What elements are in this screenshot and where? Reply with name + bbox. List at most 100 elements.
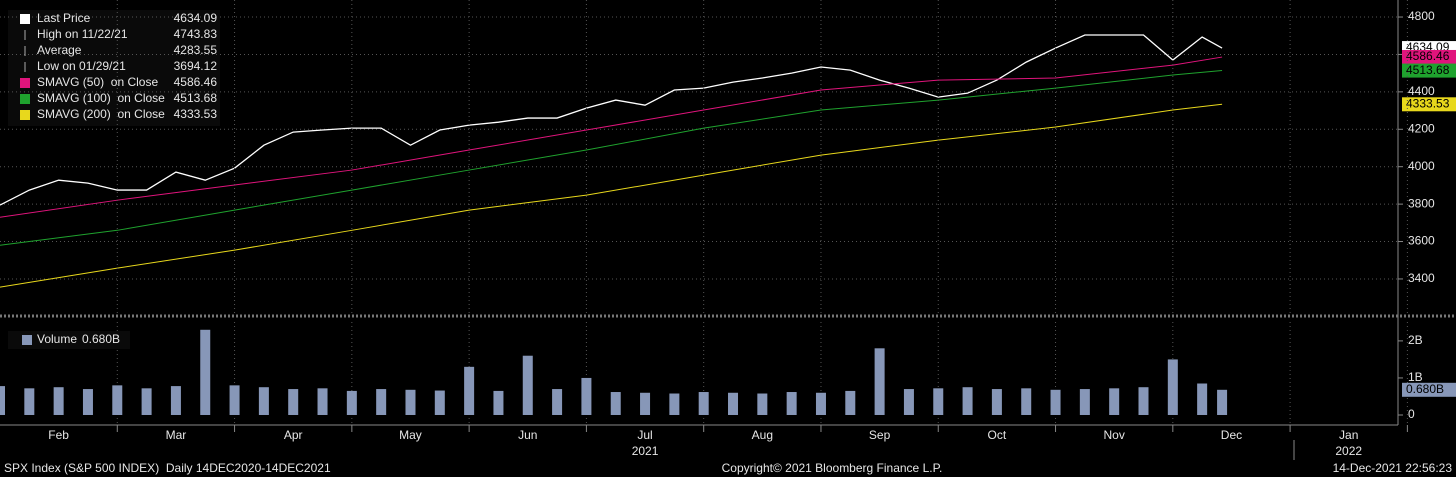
legend-value: 0.680B	[82, 332, 120, 346]
volume-bar	[903, 389, 914, 415]
legend-value: 4586.46	[174, 75, 218, 89]
volume-bar	[522, 355, 533, 415]
volume-bar	[933, 388, 944, 415]
legend-label: Last Price	[37, 11, 91, 25]
volume-bar	[757, 393, 768, 415]
volume-bar	[815, 392, 826, 415]
volume-bar	[376, 389, 387, 415]
year-label: 2022	[1335, 444, 1362, 458]
volume-bar	[53, 387, 64, 415]
volume-bar	[258, 387, 269, 415]
value-tag	[1402, 97, 1456, 112]
volume-bar	[24, 388, 35, 415]
legend-label: Volume	[37, 332, 77, 346]
volume-bar	[434, 390, 445, 415]
volume-bar	[112, 385, 123, 415]
volume-bar	[200, 329, 211, 415]
value-tag-label: 0.680B	[1406, 382, 1444, 396]
y-tick-label: 4800	[1408, 9, 1435, 23]
volume-bar	[464, 366, 475, 415]
volume-bar	[728, 392, 739, 415]
volume-bar	[1021, 388, 1032, 415]
series-line	[0, 70, 1223, 246]
legend-value: 4743.83	[174, 27, 218, 41]
legend-label: SMAVG (200) on Close	[37, 107, 165, 121]
legend-label: SMAVG (50) on Close	[37, 75, 158, 89]
legend-label: High on 11/22/21	[37, 27, 128, 41]
volume-bar	[1197, 383, 1208, 415]
legend-label: SMAVG (100) on Close	[37, 91, 165, 105]
footer-center: Copyright© 2021 Bloomberg Finance L.P.	[722, 461, 943, 475]
x-tick-label: Jul	[637, 428, 652, 442]
x-tick-label: Feb	[48, 428, 69, 442]
value-tag-label: 4513.68	[1406, 63, 1450, 77]
y-tick-label: 3400	[1408, 271, 1435, 285]
footer-left: SPX Index (S&P 500 INDEX) Daily 14DEC202…	[4, 461, 331, 475]
volume-bar	[1167, 359, 1178, 415]
x-tick-label: Oct	[988, 428, 1007, 442]
volume-bar	[1217, 389, 1228, 415]
x-tick-label: Dec	[1221, 428, 1242, 442]
legend-swatch	[22, 335, 32, 345]
volume-bar	[170, 386, 181, 415]
y-tick-label: 1B	[1408, 370, 1423, 384]
volume-bar	[82, 389, 93, 415]
legend-value: 4333.53	[174, 107, 218, 121]
x-tick-label: Aug	[752, 428, 773, 442]
volume-bar	[0, 386, 5, 415]
x-tick-label: Nov	[1104, 428, 1125, 442]
value-tag-label: 4333.53	[1406, 96, 1450, 110]
x-tick-label: Sep	[869, 428, 891, 442]
x-tick-label: Jun	[518, 428, 537, 442]
volume-bar	[405, 389, 416, 415]
x-tick-label: Jan	[1339, 428, 1358, 442]
legend-swatch	[20, 94, 30, 104]
volume-bar	[317, 388, 328, 415]
legend-value: 4634.09	[174, 11, 218, 25]
year-label: 2021	[632, 444, 659, 458]
volume-bar	[1079, 389, 1090, 415]
volume-bar	[1050, 389, 1061, 415]
legend-value: 3694.12	[174, 59, 218, 73]
y-tick-label: 4000	[1408, 159, 1435, 173]
y-tick-label: 3800	[1408, 196, 1435, 210]
y-tick-label: 4200	[1408, 121, 1435, 135]
volume-bar	[1109, 388, 1120, 415]
legend-value: 4283.55	[174, 43, 218, 57]
volume-bar	[845, 390, 856, 415]
legend-box	[8, 331, 130, 349]
series-line	[0, 103, 1223, 288]
legend-box	[8, 10, 220, 126]
series-line	[0, 56, 1223, 218]
y-tick-label: 3600	[1408, 234, 1435, 248]
volume-bar	[493, 390, 504, 415]
y-tick-label: 0	[1408, 407, 1415, 421]
volume-bar	[288, 389, 299, 415]
legend-label: Low on 01/29/21	[37, 59, 126, 73]
volume-bar	[141, 388, 152, 415]
legend-swatch	[20, 14, 30, 24]
legend-value: 4513.68	[174, 91, 218, 105]
value-tag	[1402, 382, 1456, 397]
volume-bar	[874, 348, 885, 415]
volume-bar	[698, 392, 709, 415]
volume-bar	[991, 389, 1002, 415]
series-line	[0, 34, 1223, 206]
volume-bar	[610, 392, 621, 415]
volume-bar	[786, 392, 797, 415]
footer-right: 14-Dec-2021 22:56:23	[1333, 461, 1453, 475]
y-tick-label: 2B	[1408, 333, 1423, 347]
x-tick-label: May	[399, 428, 422, 442]
volume-bar	[640, 392, 651, 415]
volume-bar	[669, 393, 680, 415]
x-tick-label: Mar	[166, 428, 187, 442]
y-tick-label: 4400	[1408, 84, 1435, 98]
volume-bar	[581, 377, 592, 415]
value-tag	[1402, 49, 1456, 64]
volume-bar	[1138, 387, 1149, 415]
legend-swatch	[20, 78, 30, 88]
value-tag	[1402, 63, 1456, 78]
